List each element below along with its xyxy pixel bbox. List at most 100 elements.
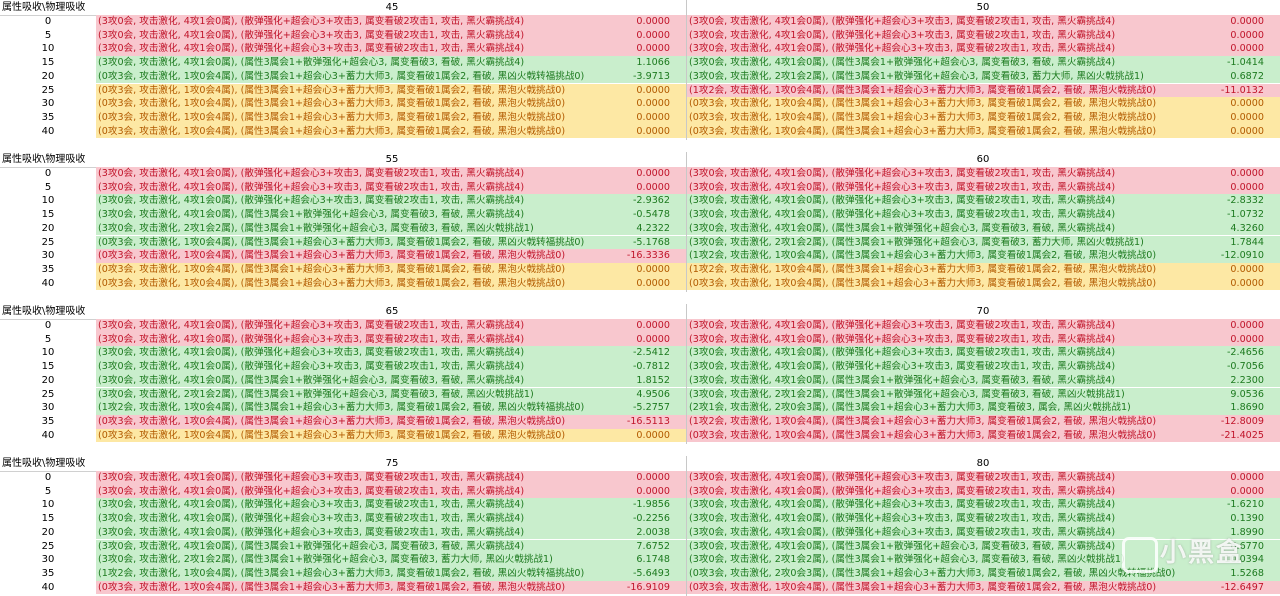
cell-right[interactable]: (3攻0会, 攻击激化, 4攻1会0属), (散弹强化+超会心3+攻击3, 属变… (687, 28, 1280, 43)
cell-left[interactable]: (0攻3会, 攻击激化, 1攻0会4属), (属性3属会1+超会心3+蓄力大师3… (96, 414, 686, 429)
cell-left[interactable]: (0攻3会, 攻击激化, 1攻0会4属), (属性3属会1+超会心3+蓄力大师3… (96, 428, 686, 443)
cell-right[interactable]: (3攻0会, 攻击激化, 2攻1会2属), (属性3属会1+散弹强化+超会心3,… (687, 387, 1280, 402)
cell-left[interactable]: (0攻3会, 攻击激化, 1攻0会4属), (属性3属会1+超会心3+蓄力大师3… (96, 97, 686, 111)
cell-right[interactable]: (0攻3会, 攻击激化, 1攻0会4属), (属性3属会1+超会心3+蓄力大师3… (687, 97, 1280, 111)
row-label[interactable]: 5 (44, 333, 52, 345)
cell-left[interactable]: (1攻2会, 攻击激化, 1攻0会4属), (属性3属会1+超会心3+蓄力大师3… (96, 566, 686, 581)
row-label[interactable]: 0 (44, 16, 52, 27)
row-label[interactable]: 15 (41, 513, 55, 525)
cell-left[interactable]: (0攻3会, 攻击激化, 1攻0会4属), (属性3属会1+超会心3+蓄力大师3… (96, 83, 686, 98)
cell-right[interactable]: (3攻0会, 攻击激化, 4攻1会0属), (散弹强化+超会心3+攻击3, 属变… (687, 319, 1280, 333)
row-label[interactable]: 25 (41, 84, 55, 96)
cell-left[interactable]: (3攻0会, 攻击激化, 2攻1会2属), (属性3属会1+散弹强化+超会心3,… (96, 387, 686, 402)
row-label[interactable]: 40 (41, 277, 55, 289)
row-label[interactable]: 20 (41, 222, 55, 234)
cell-left[interactable]: (0攻3会, 攻击激化, 1攻0会4属), (属性3属会1+超会心3+蓄力大师3… (96, 110, 686, 125)
cell-right[interactable]: (1攻2会, 攻击激化, 1攻0会4属), (属性3属会1+超会心3+蓄力大师3… (687, 83, 1280, 98)
cell-left[interactable]: (3攻0会, 攻击激化, 4攻1会0属), (散弹强化+超会心3+攻击3, 属变… (96, 319, 686, 333)
row-label[interactable]: 25 (41, 388, 55, 400)
cell-right[interactable]: (3攻0会, 攻击激化, 4攻1会0属), (散弹强化+超会心3+攻击3, 属变… (687, 525, 1280, 540)
row-label[interactable]: 15 (41, 361, 55, 373)
cell-left[interactable]: (3攻0会, 攻击激化, 4攻1会0属), (散弹强化+超会心3+攻击3, 属变… (96, 484, 686, 499)
cell-left[interactable]: (3攻0会, 攻击激化, 4攻1会0属), (散弹强化+超会心3+攻击3, 属变… (96, 360, 686, 374)
cell-right[interactable]: (1攻2会, 攻击激化, 1攻0会4属), (属性3属会1+超会心3+蓄力大师3… (687, 414, 1280, 429)
cell-left[interactable]: (3攻0会, 攻击激化, 2攻1会2属), (属性3属会1+散弹强化+超会心3,… (96, 553, 686, 567)
cell-right[interactable]: (3攻0会, 攻击激化, 4攻1会0属), (散弹强化+超会心3+攻击3, 属变… (687, 194, 1280, 209)
cell-right[interactable]: (3攻0会, 攻击激化, 4攻1会0属), (散弹强化+超会心3+攻击3, 属变… (687, 332, 1280, 347)
row-label[interactable]: 5 (44, 485, 52, 497)
row-label[interactable]: 30 (41, 402, 55, 414)
row-label[interactable]: 30 (41, 250, 55, 262)
cell-left[interactable]: (3攻0会, 攻击激化, 4攻1会0属), (散弹强化+超会心3+攻击3, 属变… (96, 346, 686, 361)
row-label[interactable]: 10 (41, 347, 55, 359)
row-label[interactable]: 10 (41, 43, 55, 55)
cell-left[interactable]: (0攻3会, 攻击激化, 1攻0会4属), (属性3属会1+超会心3+蓄力大师3… (96, 69, 686, 84)
cell-right[interactable]: (3攻0会, 攻击激化, 4攻1会0属), (散弹强化+超会心3+攻击3, 属变… (687, 208, 1280, 222)
cell-right[interactable]: (3攻0会, 攻击激化, 4攻1会0属), (属性3属会1+散弹强化+超会心3,… (687, 221, 1280, 236)
cell-right[interactable]: (3攻0会, 攻击激化, 4攻1会0属), (散弹强化+超会心3+攻击3, 属变… (687, 512, 1280, 526)
cell-left[interactable]: (3攻0会, 攻击激化, 4攻1会0属), (散弹强化+超会心3+攻击3, 属变… (96, 194, 686, 209)
cell-right[interactable]: (1攻2会, 攻击激化, 1攻0会4属), (属性3属会1+超会心3+蓄力大师3… (687, 262, 1280, 277)
row-label[interactable]: 0 (44, 472, 52, 483)
cell-left[interactable]: (3攻0会, 攻击激化, 4攻1会0属), (属性3属会1+散弹强化+超会心3,… (96, 539, 686, 554)
cell-left[interactable]: (3攻0会, 攻击激化, 4攻1会0属), (散弹强化+超会心3+攻击3, 属变… (96, 15, 686, 29)
cell-left[interactable]: (1攻2会, 攻击激化, 1攻0会4属), (属性3属会1+超会心3+蓄力大师3… (96, 401, 686, 415)
row-label[interactable]: 35 (41, 111, 55, 123)
cell-left[interactable]: (3攻0会, 攻击激化, 4攻1会0属), (属性3属会1+散弹强化+超会心3,… (96, 56, 686, 70)
cell-right[interactable]: (3攻0会, 攻击激化, 4攻1会0属), (散弹强化+超会心3+攻击3, 属变… (687, 484, 1280, 499)
row-label[interactable]: 10 (41, 195, 55, 207)
cell-left[interactable]: (3攻0会, 攻击激化, 4攻1会0属), (属性3属会1+散弹强化+超会心3,… (96, 373, 686, 388)
row-label[interactable]: 20 (41, 526, 55, 538)
cell-left[interactable]: (3攻0会, 攻击激化, 4攻1会0属), (散弹强化+超会心3+攻击3, 属变… (96, 498, 686, 513)
cell-left[interactable]: (0攻3会, 攻击激化, 1攻0会4属), (属性3属会1+超会心3+蓄力大师3… (96, 124, 686, 139)
row-label[interactable]: 40 (41, 581, 55, 593)
cell-right[interactable]: (3攻0会, 攻击激化, 4攻1会0属), (散弹强化+超会心3+攻击3, 属变… (687, 471, 1280, 485)
cell-right[interactable]: (0攻3会, 攻击激化, 1攻0会4属), (属性3属会1+超会心3+蓄力大师3… (687, 580, 1280, 595)
row-label[interactable]: 20 (41, 374, 55, 386)
cell-right[interactable]: (3攻0会, 攻击激化, 4攻1会0属), (属性3属会1+散弹强化+超会心3,… (687, 56, 1280, 70)
cell-left[interactable]: (3攻0会, 攻击激化, 4攻1会0属), (属性3属会1+散弹强化+超会心3,… (96, 208, 686, 222)
row-label[interactable]: 15 (41, 209, 55, 221)
row-label[interactable]: 25 (41, 540, 55, 552)
row-label[interactable]: 35 (41, 567, 55, 579)
cell-left[interactable]: (0攻3会, 攻击激化, 1攻0会4属), (属性3属会1+超会心3+蓄力大师3… (96, 249, 686, 263)
row-label[interactable]: 0 (44, 168, 52, 179)
cell-right[interactable]: (3攻0会, 攻击激化, 4攻1会0属), (散弹强化+超会心3+攻击3, 属变… (687, 346, 1280, 361)
cell-left[interactable]: (3攻0会, 攻击激化, 2攻1会2属), (属性3属会1+散弹强化+超会心3,… (96, 221, 686, 236)
cell-left[interactable]: (0攻3会, 攻击激化, 1攻0会4属), (属性3属会1+超会心3+蓄力大师3… (96, 276, 686, 291)
cell-right[interactable]: (3攻0会, 攻击激化, 4攻1会0属), (散弹强化+超会心3+攻击3, 属变… (687, 42, 1280, 57)
row-label[interactable]: 20 (41, 70, 55, 82)
cell-left[interactable]: (3攻0会, 攻击激化, 4攻1会0属), (散弹强化+超会心3+攻击3, 属变… (96, 28, 686, 43)
cell-left[interactable]: (3攻0会, 攻击激化, 4攻1会0属), (散弹强化+超会心3+攻击3, 属变… (96, 332, 686, 347)
cell-left[interactable]: (3攻0会, 攻击激化, 4攻1会0属), (散弹强化+超会心3+攻击3, 属变… (96, 525, 686, 540)
cell-left[interactable]: (0攻3会, 攻击激化, 1攻0会4属), (属性3属会1+超会心3+蓄力大师3… (96, 580, 686, 595)
row-label[interactable]: 40 (41, 125, 55, 137)
row-label[interactable]: 10 (41, 499, 55, 511)
cell-right[interactable]: (0攻3会, 攻击激化, 1攻0会4属), (属性3属会1+超会心3+蓄力大师3… (687, 110, 1280, 125)
cell-right[interactable]: (3攻0会, 攻击激化, 4攻1会0属), (属性3属会1+散弹强化+超会心3,… (687, 373, 1280, 388)
cell-left[interactable]: (3攻0会, 攻击激化, 4攻1会0属), (散弹强化+超会心3+攻击3, 属变… (96, 471, 686, 485)
cell-left[interactable]: (0攻3会, 攻击激化, 1攻0会4属), (属性3属会1+超会心3+蓄力大师3… (96, 235, 686, 250)
cell-right[interactable]: (3攻0会, 攻击激化, 4攻1会0属), (散弹强化+超会心3+攻击3, 属变… (687, 180, 1280, 195)
row-label[interactable]: 35 (41, 415, 55, 427)
cell-right[interactable]: (0攻3会, 攻击激化, 1攻0会4属), (属性3属会1+超会心3+蓄力大师3… (687, 428, 1280, 443)
cell-right[interactable]: (3攻0会, 攻击激化, 2攻1会2属), (属性3属会1+散弹强化+超会心3,… (687, 553, 1280, 567)
row-label[interactable]: 25 (41, 236, 55, 248)
cell-right[interactable]: (0攻3会, 攻击激化, 1攻0会4属), (属性3属会1+超会心3+蓄力大师3… (687, 276, 1280, 291)
row-label[interactable]: 5 (44, 29, 52, 41)
cell-right[interactable]: (3攻0会, 攻击激化, 4攻1会0属), (散弹强化+超会心3+攻击3, 属变… (687, 498, 1280, 513)
row-label[interactable]: 40 (41, 429, 55, 441)
row-label[interactable]: 15 (41, 57, 55, 69)
row-label[interactable]: 35 (41, 263, 55, 275)
row-label[interactable]: 5 (44, 181, 52, 193)
cell-left[interactable]: (0攻3会, 攻击激化, 1攻0会4属), (属性3属会1+超会心3+蓄力大师3… (96, 262, 686, 277)
cell-right[interactable]: (3攻0会, 攻击激化, 2攻1会2属), (属性3属会1+散弹强化+超会心3,… (687, 235, 1280, 250)
cell-right[interactable]: (3攻0会, 攻击激化, 4攻1会0属), (散弹强化+超会心3+攻击3, 属变… (687, 15, 1280, 29)
cell-left[interactable]: (3攻0会, 攻击激化, 4攻1会0属), (散弹强化+超会心3+攻击3, 属变… (96, 512, 686, 526)
row-label[interactable]: 30 (41, 554, 55, 566)
cell-left[interactable]: (3攻0会, 攻击激化, 4攻1会0属), (散弹强化+超会心3+攻击3, 属变… (96, 180, 686, 195)
cell-right[interactable]: (3攻0会, 攻击激化, 2攻1会2属), (属性3属会1+散弹强化+超会心3,… (687, 69, 1280, 84)
cell-right[interactable]: (3攻0会, 攻击激化, 4攻1会0属), (散弹强化+超会心3+攻击3, 属变… (687, 167, 1280, 181)
row-label[interactable]: 30 (41, 98, 55, 110)
row-label[interactable]: 0 (44, 320, 52, 331)
